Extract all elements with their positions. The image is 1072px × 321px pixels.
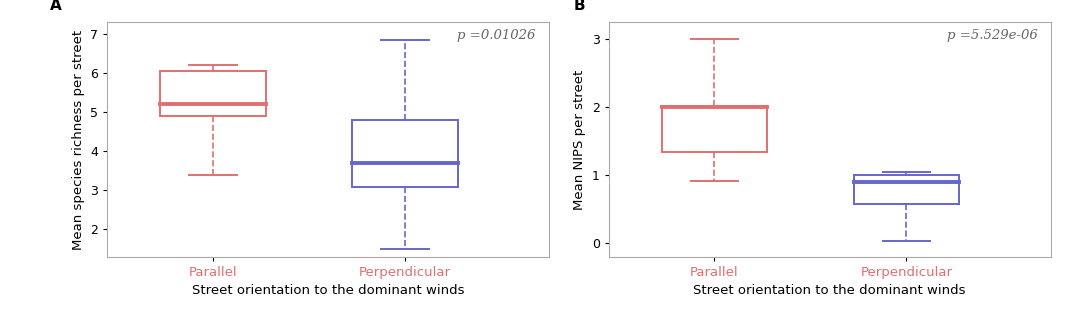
Text: p =5.529e-06: p =5.529e-06 [947, 30, 1038, 42]
Text: p =0.01026: p =0.01026 [458, 30, 536, 42]
Bar [853, 175, 959, 204]
Bar [160, 71, 266, 116]
Text: B: B [574, 0, 585, 13]
X-axis label: Street orientation to the dominant winds: Street orientation to the dominant winds [192, 284, 464, 297]
Y-axis label: Mean species richness per street: Mean species richness per street [72, 30, 85, 250]
Text: A: A [49, 0, 61, 13]
Bar [352, 120, 458, 187]
X-axis label: Street orientation to the dominant winds: Street orientation to the dominant winds [694, 284, 966, 297]
Y-axis label: Mean NIPS per street: Mean NIPS per street [574, 70, 586, 210]
Bar [661, 106, 768, 152]
